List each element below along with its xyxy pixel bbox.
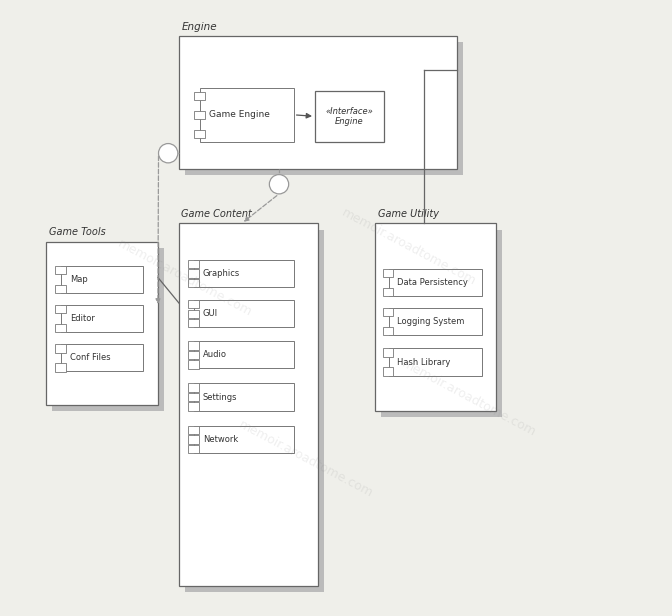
Circle shape — [269, 174, 289, 194]
Text: Editor: Editor — [70, 314, 95, 323]
Bar — [194, 341, 294, 368]
Text: Game Engine: Game Engine — [209, 110, 269, 120]
Text: Game Tools: Game Tools — [48, 227, 106, 237]
Text: memoir.aroadtome.com: memoir.aroadtome.com — [237, 418, 375, 500]
Bar — [194, 300, 294, 327]
Bar — [55, 344, 67, 352]
Text: memoir.aroadtome.com: memoir.aroadtome.com — [339, 206, 478, 289]
Bar — [55, 324, 67, 332]
Bar — [55, 363, 67, 371]
Bar — [194, 426, 294, 453]
Text: «Interface»
Engine: «Interface» Engine — [326, 107, 374, 126]
Bar — [382, 269, 393, 277]
Bar — [55, 305, 67, 314]
Bar — [55, 285, 67, 293]
Bar — [188, 402, 199, 411]
Bar — [188, 278, 199, 287]
Bar — [55, 265, 67, 274]
Text: GUI: GUI — [203, 309, 218, 318]
Bar — [61, 344, 143, 371]
Text: memoir.aroadtome.com: memoir.aroadtome.com — [116, 237, 255, 319]
Text: Conf Files: Conf Files — [70, 354, 111, 362]
Text: Game Content: Game Content — [181, 209, 252, 219]
Circle shape — [159, 144, 178, 163]
Text: Hash Library: Hash Library — [397, 357, 451, 367]
Bar — [185, 230, 324, 592]
Bar — [382, 367, 393, 376]
Text: Game Utility: Game Utility — [378, 209, 439, 219]
Bar — [188, 360, 199, 368]
Bar — [61, 265, 143, 293]
Bar — [179, 224, 318, 586]
Bar — [188, 445, 199, 453]
Bar — [382, 348, 393, 357]
Bar — [188, 319, 199, 328]
Text: Audio: Audio — [203, 351, 227, 359]
Bar — [188, 393, 199, 401]
Bar — [185, 43, 463, 175]
Text: Network: Network — [203, 435, 238, 444]
Bar — [315, 91, 384, 142]
Bar — [188, 300, 199, 309]
Bar — [375, 224, 496, 411]
Text: Data Persistency: Data Persistency — [397, 278, 468, 287]
Bar — [188, 383, 199, 392]
Bar — [194, 383, 294, 411]
Bar — [52, 248, 164, 411]
Text: Map: Map — [70, 275, 88, 284]
Bar — [382, 327, 393, 335]
Bar — [194, 111, 205, 119]
Bar — [381, 230, 502, 416]
Bar — [188, 269, 199, 278]
Bar — [188, 426, 199, 434]
Bar — [200, 87, 294, 142]
Text: Settings: Settings — [203, 392, 237, 402]
Bar — [388, 308, 482, 335]
Bar — [188, 259, 199, 268]
Bar — [188, 351, 199, 359]
Bar — [188, 309, 199, 318]
Bar — [194, 129, 205, 138]
Bar — [388, 269, 482, 296]
Bar — [388, 349, 482, 376]
Bar — [194, 92, 205, 100]
Bar — [188, 435, 199, 444]
Bar — [382, 288, 393, 296]
Bar — [61, 305, 143, 332]
Bar — [188, 341, 199, 349]
Text: Graphics: Graphics — [203, 269, 240, 278]
Bar — [179, 36, 457, 169]
Text: memoir.aroadtome.com: memoir.aroadtome.com — [399, 357, 538, 440]
Bar — [382, 308, 393, 316]
Text: Engine: Engine — [181, 22, 217, 31]
Bar — [46, 241, 158, 405]
Text: Logging System: Logging System — [397, 317, 464, 326]
Bar — [194, 260, 294, 287]
